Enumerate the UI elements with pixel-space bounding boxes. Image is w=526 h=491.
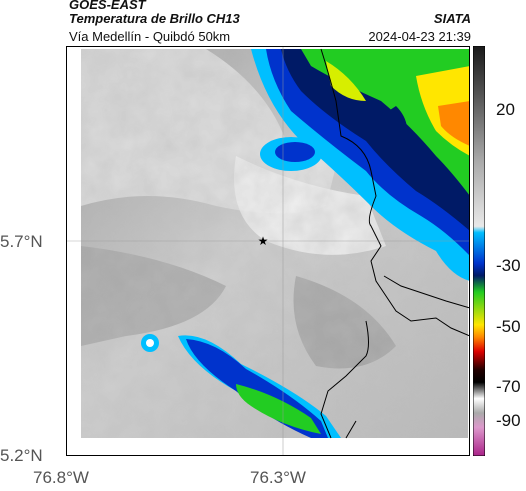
border-lines: [320, 48, 470, 439]
colorbar-tick-minus30: -30: [496, 256, 521, 275]
colorbar-tick-minus50: -50: [496, 317, 521, 336]
colorbar-tick-minus70: -70: [496, 377, 521, 396]
cold-cloud-cell-center: [260, 137, 322, 171]
datetime-label: 2024-04-23 21:39: [368, 29, 471, 44]
product-title: Temperatura de Brillo CH13: [69, 11, 240, 26]
route-subtitle: Vía Medellín - Quibdó 50km: [69, 29, 231, 44]
location-star-marker: ★: [258, 234, 269, 248]
gridlines: [66, 46, 470, 456]
cold-cloud-northeast: [251, 49, 470, 281]
map-frame-border: [66, 46, 470, 456]
lon-label-76.8: 76.8°W: [33, 468, 89, 487]
lat-label-5.2: 5.2°N: [0, 446, 43, 465]
lon-label-76.3: 76.3°W: [250, 468, 306, 487]
satellite-map: ★: [66, 46, 470, 456]
organization-label: SIATA: [433, 11, 471, 26]
colorbar-tick-minus90: -90: [496, 411, 521, 430]
satellite-name: GOES-EAST: [69, 0, 146, 12]
lat-label-5.7: 5.7°N: [0, 232, 43, 251]
colorbar: [473, 46, 485, 456]
cold-cloud-southwest-band: [141, 334, 341, 438]
colorbar-tick-20: 20: [496, 100, 515, 119]
